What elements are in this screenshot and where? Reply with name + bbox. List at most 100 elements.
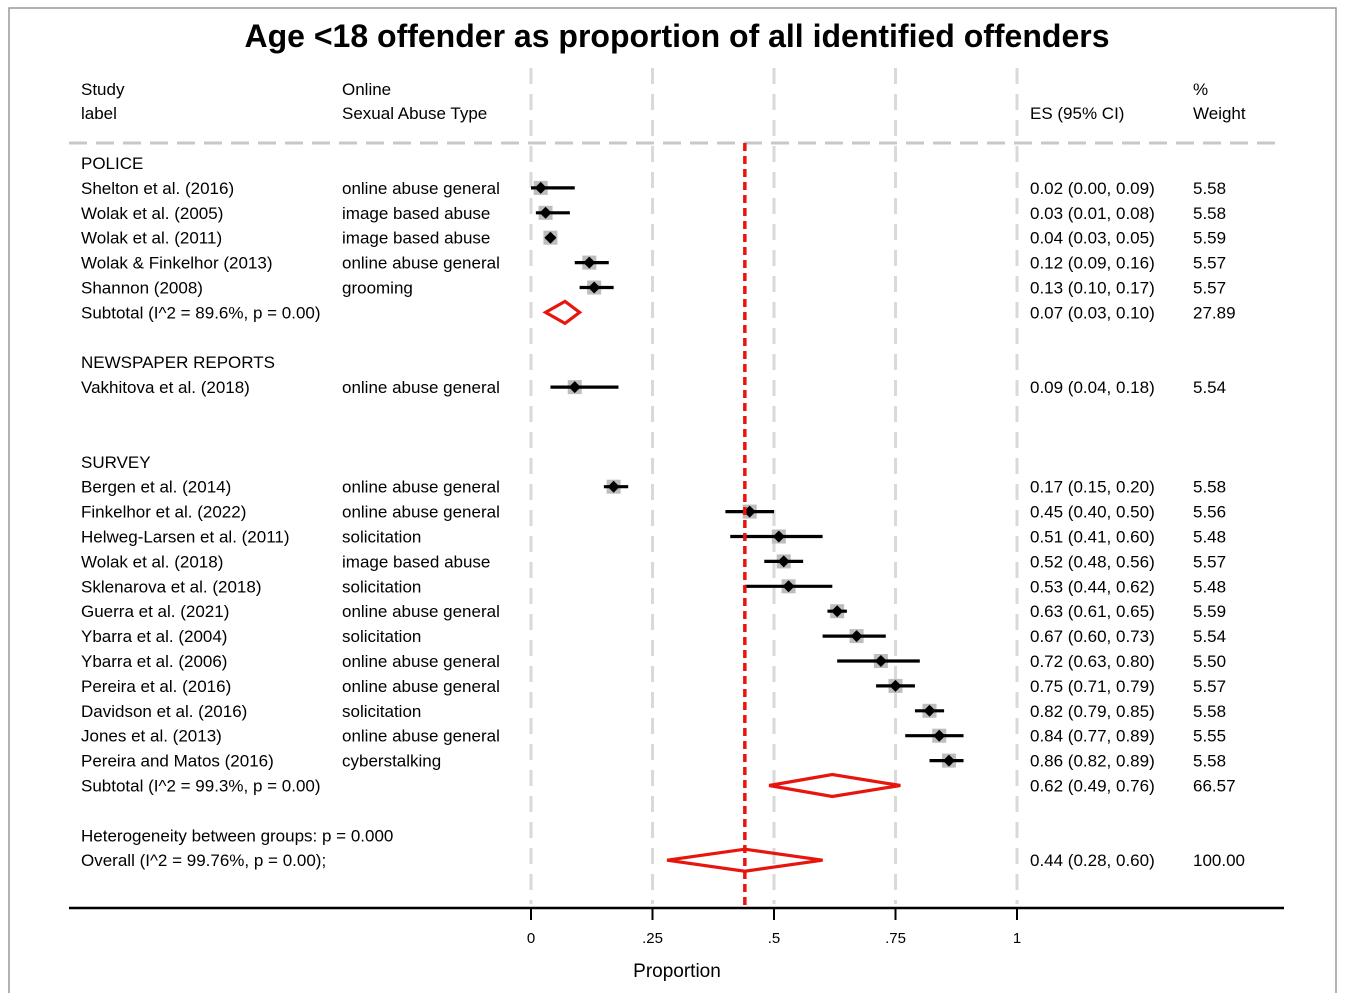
abuse-type: image based abuse (342, 204, 490, 223)
point-estimate (933, 729, 946, 742)
study-label: Bergen et al. (2014) (81, 478, 231, 497)
subtotal-weight-text: 66.57 (1193, 777, 1236, 796)
x-axis-ticks: 0 .25 .5 .75 1 (527, 908, 1021, 947)
es-header: ES (95% CI) (1030, 104, 1124, 123)
point-estimate (850, 630, 863, 643)
study-label: Shannon (2008) (81, 279, 203, 298)
group-heading: SURVEY (81, 453, 151, 472)
abuse-type: online abuse general (342, 503, 500, 522)
point-estimate (539, 206, 552, 219)
effect-size-text: 0.09 (0.04, 0.18) (1030, 378, 1155, 397)
study-header-line1: Study (81, 80, 125, 99)
effect-size-text: 0.45 (0.40, 0.50) (1030, 503, 1155, 522)
effect-size-text: 0.72 (0.63, 0.80) (1030, 652, 1155, 671)
study-label: Pereira et al. (2016) (81, 677, 231, 696)
effect-size-text: 0.84 (0.77, 0.89) (1030, 727, 1155, 746)
x-tick-label: .75 (885, 930, 906, 947)
type-header-line2: Sexual Abuse Type (342, 104, 487, 123)
weight-text: 5.57 (1193, 552, 1226, 571)
abuse-type: image based abuse (342, 229, 490, 248)
point-estimate (831, 605, 844, 618)
x-axis-label: Proportion (633, 961, 721, 982)
abuse-type: solicitation (342, 702, 421, 721)
study-header-line2: label (81, 104, 117, 123)
forest-rows: POLICE Shelton et al. (2016) online abuse … (81, 143, 1245, 908)
x-tick-label: 1 (1013, 930, 1021, 947)
point-estimate (874, 655, 887, 667)
weight-header-line1: % (1193, 80, 1208, 99)
effect-size-text: 0.82 (0.79, 0.85) (1030, 702, 1155, 721)
study-label: Wolak et al. (2005) (81, 204, 223, 223)
study-label: Wolak et al. (2011) (81, 229, 222, 248)
vertical-gridlines (529, 68, 1019, 904)
weight-text: 5.54 (1193, 627, 1226, 646)
abuse-type: image based abuse (342, 552, 490, 571)
subtotal-es-text: 0.07 (0.03, 0.10) (1030, 303, 1155, 322)
abuse-type: online abuse general (342, 254, 500, 273)
abuse-type: solicitation (342, 627, 421, 646)
abuse-type: online abuse general (342, 179, 500, 198)
weight-text: 5.58 (1193, 752, 1226, 771)
point-estimate (588, 281, 601, 294)
study-label: Jones et al. (2013) (81, 727, 222, 746)
abuse-type: online abuse general (342, 727, 500, 746)
abuse-type: grooming (342, 279, 413, 298)
weight-text: 5.55 (1193, 727, 1226, 746)
study-label: Wolak & Finkelhor (2013) (81, 254, 273, 273)
effect-size-text: 0.12 (0.09, 0.16) (1030, 254, 1155, 273)
study-label: Davidson et al. (2016) (81, 702, 247, 721)
overall-diamond (666, 847, 823, 873)
subtotal-label: Subtotal (I^2 = 89.6%, p = 0.00) (81, 303, 321, 322)
heterogeneity-text: Heterogeneity between groups: p = 0.000 (81, 826, 393, 845)
x-tick-label: 0 (527, 930, 535, 947)
weight-header-line2: Weight (1193, 104, 1246, 123)
weight-text: 5.56 (1193, 503, 1226, 522)
effect-size-text: 0.75 (0.71, 0.79) (1030, 677, 1155, 696)
effect-size-text: 0.02 (0.00, 0.09) (1030, 179, 1155, 198)
abuse-type: online abuse general (342, 652, 500, 671)
group-heading: POLICE (81, 154, 143, 173)
type-header-line1: Online (342, 80, 391, 99)
study-label: Vakhitova et al. (2018) (81, 378, 250, 397)
effect-size-text: 0.51 (0.41, 0.60) (1030, 528, 1155, 547)
subtotal-diamond (768, 772, 901, 799)
overall-label: Overall (I^2 = 99.76%, p = 0.00); (81, 851, 326, 870)
effect-size-text: 0.67 (0.60, 0.73) (1030, 627, 1155, 646)
study-label: Guerra et al. (2021) (81, 602, 229, 621)
weight-text: 5.50 (1193, 652, 1226, 671)
point-estimate (568, 381, 581, 394)
effect-size-text: 0.17 (0.15, 0.20) (1030, 478, 1155, 497)
point-estimate (942, 754, 955, 767)
effect-size-text: 0.04 (0.03, 0.05) (1030, 229, 1155, 248)
study-label: Pereira and Matos (2016) (81, 752, 274, 771)
weight-text: 5.59 (1193, 602, 1226, 621)
study-label: Shelton et al. (2016) (81, 179, 234, 198)
abuse-type: online abuse general (342, 677, 500, 696)
weight-text: 5.58 (1193, 179, 1226, 198)
point-estimate (544, 231, 557, 244)
group-heading: NEWSPAPER REPORTS (81, 353, 275, 372)
point-estimate (782, 580, 795, 593)
point-estimate (923, 704, 936, 717)
weight-text: 5.59 (1193, 229, 1226, 248)
weight-text: 5.48 (1193, 577, 1226, 596)
study-label: Ybarra et al. (2006) (81, 652, 227, 671)
x-tick-label: .25 (642, 930, 663, 947)
weight-text: 5.57 (1193, 279, 1226, 298)
effect-size-text: 0.03 (0.01, 0.08) (1030, 204, 1155, 223)
weight-text: 5.57 (1193, 254, 1226, 273)
abuse-type: online abuse general (342, 378, 500, 397)
point-estimate (889, 679, 902, 692)
point-estimate (772, 530, 785, 543)
abuse-type: cyberstalking (342, 752, 441, 771)
abuse-type: online abuse general (342, 602, 500, 621)
weight-text: 5.58 (1193, 702, 1226, 721)
x-tick-label: .5 (768, 930, 781, 947)
subtotal-diamond (542, 299, 583, 326)
point-estimate (583, 256, 596, 269)
effect-size-text: 0.63 (0.61, 0.65) (1030, 602, 1155, 621)
point-estimate (607, 480, 620, 493)
weight-text: 5.48 (1193, 528, 1226, 547)
study-label: Finkelhor et al. (2022) (81, 503, 246, 522)
